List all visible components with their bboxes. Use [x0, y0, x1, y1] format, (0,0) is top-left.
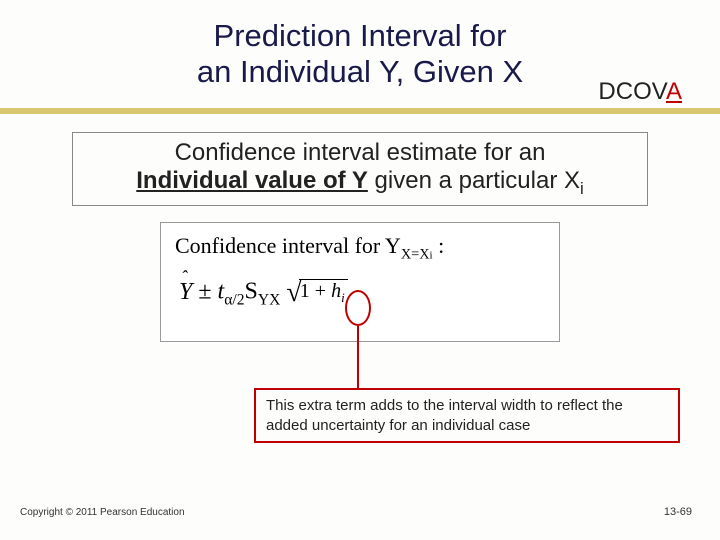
accent-bar	[0, 108, 720, 114]
desc-mid: given a particular X	[368, 167, 580, 194]
dcova-prefix: DCOV	[598, 78, 666, 105]
slide-title: Prediction Interval for an Individual Y,…	[0, 0, 720, 89]
desc-pre: Confidence interval estimate for an	[175, 139, 546, 166]
slide: Prediction Interval for an Individual Y,…	[0, 0, 720, 540]
h-letter: h	[331, 280, 341, 302]
dcova-tag: DCOVA	[598, 78, 682, 106]
sqrt-one: 1	[300, 280, 310, 302]
copyright: Copyright © 2011 Pearson Education	[20, 507, 185, 518]
formula-box: Confidence interval for YX=Xi : Y ± tα/2…	[160, 222, 560, 342]
s-letter: S	[245, 279, 258, 305]
formula-line1-sub: X=X	[401, 246, 430, 262]
description-box: Confidence interval estimate for an Indi…	[72, 132, 648, 206]
i-sub: i	[341, 290, 345, 305]
sqrt-bar: 1 + hi	[299, 279, 348, 306]
formula-line1-a: Confidence interval for Y	[175, 233, 401, 258]
desc-sub: i	[580, 179, 584, 198]
callout-box: This extra term adds to the interval wid…	[254, 388, 680, 443]
callout-text: This extra term adds to the interval wid…	[266, 397, 623, 434]
dcova-red-a: A	[666, 78, 682, 105]
alpha-sub: α/2	[224, 292, 244, 309]
desc-bold: Individual value of Y	[136, 167, 368, 194]
plus-minus: ±	[192, 279, 217, 305]
y-hat: Y	[179, 279, 192, 306]
sqrt-plus: +	[310, 280, 331, 302]
formula-header: Confidence interval for YX=Xi :	[175, 233, 545, 263]
formula-expression: Y ± tα/2SYX √1 + hi	[175, 277, 545, 309]
callout-connector	[357, 326, 359, 388]
page-number: 13-69	[664, 506, 692, 518]
formula-line1-colon: :	[433, 233, 445, 258]
title-line1: Prediction Interval for	[0, 18, 720, 54]
yx-sub: YX	[258, 292, 281, 309]
sqrt-group: √1 + hi	[286, 277, 347, 309]
